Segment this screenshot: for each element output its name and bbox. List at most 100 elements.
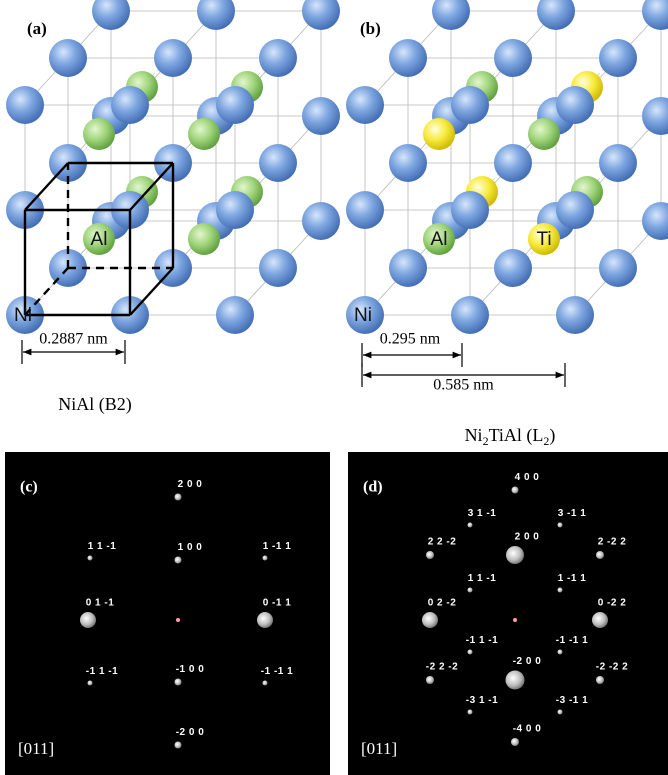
spot-index: -1 -1 1: [261, 666, 293, 677]
spot-index: -3 1 -1: [466, 695, 498, 706]
diffraction-spot: [257, 612, 273, 628]
atom-label: Ni: [354, 305, 372, 326]
unit-cell-edge: [130, 268, 173, 315]
atom: [154, 39, 192, 77]
spot-index: -4 0 0: [513, 724, 542, 735]
atom: [423, 118, 455, 150]
panel-label: (b): [360, 19, 381, 38]
atom: [642, 97, 668, 135]
atom: [642, 202, 668, 240]
diffraction-spot: [263, 556, 268, 561]
spot-index: 1 1 -1: [88, 541, 117, 552]
caption: Ni2TiAl (L2): [465, 425, 556, 448]
spot-index: -1 1 -1: [466, 635, 498, 646]
atom: [599, 144, 637, 182]
atom-label: Al: [431, 229, 448, 250]
spot-index: -1 1 -1: [86, 666, 118, 677]
spot-index: 2 0 0: [515, 532, 540, 543]
atom: [451, 191, 489, 229]
diffraction-spot: [468, 588, 473, 593]
atom: [494, 39, 532, 77]
spot-index: 1 1 -1: [468, 573, 497, 584]
spot-index: -3 -1 1: [556, 695, 588, 706]
transmitted-beam: [176, 618, 180, 622]
spot-index: 3 1 -1: [468, 508, 497, 519]
atom: [188, 118, 220, 150]
dimension-label: 0.2887 nm: [39, 331, 108, 348]
atom-label: Al: [91, 229, 108, 250]
diffraction-spot: [592, 612, 608, 628]
spot-index: 1 0 0: [178, 542, 203, 553]
atom: [389, 249, 427, 287]
spot-index: 0 2 -2: [428, 598, 457, 609]
panel-label: (a): [27, 19, 47, 38]
caption-part: NiAl (B2): [58, 394, 132, 415]
spot-index: 0 -1 1: [263, 598, 292, 609]
diffraction-spot: [175, 679, 182, 686]
spot-index: -2 0 0: [176, 727, 205, 738]
atom: [302, 97, 340, 135]
diffraction-spot: [175, 557, 182, 564]
spot-index: 0 -2 2: [598, 598, 627, 609]
spot-index: 3 -1 1: [558, 508, 587, 519]
atom: [642, 0, 668, 30]
transmitted-beam: [513, 618, 517, 622]
caption-part: Ni: [465, 425, 483, 445]
atom: [49, 39, 87, 77]
diffraction-spot: [558, 650, 563, 655]
atom: [259, 144, 297, 182]
diffraction-spot: [511, 738, 519, 746]
atom: [599, 249, 637, 287]
diffraction-spot: [506, 546, 524, 564]
atom-label: Ni: [14, 305, 32, 326]
diffraction-spot: [468, 523, 473, 528]
atom: [556, 86, 594, 124]
diffraction-spot: [558, 523, 563, 528]
atom: [599, 39, 637, 77]
atom: [83, 118, 115, 150]
pattern-background: [5, 452, 330, 775]
diffraction-spot: [596, 676, 604, 684]
atom: [389, 39, 427, 77]
spot-index: 2 -2 2: [598, 537, 627, 548]
diffraction-spot: [80, 612, 96, 628]
diffraction-spot: [596, 551, 604, 559]
atom: [259, 39, 297, 77]
spot-index: -2 2 -2: [426, 662, 458, 673]
atom: [556, 296, 594, 334]
spot-index: 0 1 -1: [86, 598, 115, 609]
atom: [259, 249, 297, 287]
diffraction-spot: [512, 487, 519, 494]
unit-cell-edge: [25, 163, 68, 210]
zone-axis: [011]: [18, 739, 54, 758]
diffraction-spot: [175, 742, 182, 749]
zone-axis: [011]: [361, 739, 397, 758]
diffraction-spot: [263, 681, 268, 686]
diffraction-spot: [468, 710, 473, 715]
atom: [302, 202, 340, 240]
caption: NiAl (B2): [58, 394, 132, 415]
diffraction-spot: [175, 494, 182, 501]
atom: [6, 86, 44, 124]
diffraction-spot: [426, 676, 434, 684]
atom: [111, 86, 149, 124]
diffraction-spot: [422, 612, 438, 628]
atom: [346, 86, 384, 124]
atom: [188, 223, 220, 255]
atom: [346, 191, 384, 229]
panel-label: (d): [363, 479, 383, 496]
diffraction-spot: [88, 556, 93, 561]
diffraction-spot: [506, 671, 525, 690]
pattern-background: [348, 452, 668, 775]
diffraction-spot: [468, 650, 473, 655]
spot-index: -1 0 0: [176, 664, 205, 675]
atom: [216, 86, 254, 124]
spot-index: -2 -2 2: [596, 662, 628, 673]
spot-index: 1 -1 1: [263, 541, 292, 552]
spot-index: 2 0 0: [178, 479, 203, 490]
atom: [451, 296, 489, 334]
atom: [494, 144, 532, 182]
caption-part: TiAl (L: [489, 425, 544, 446]
atom: [494, 249, 532, 287]
